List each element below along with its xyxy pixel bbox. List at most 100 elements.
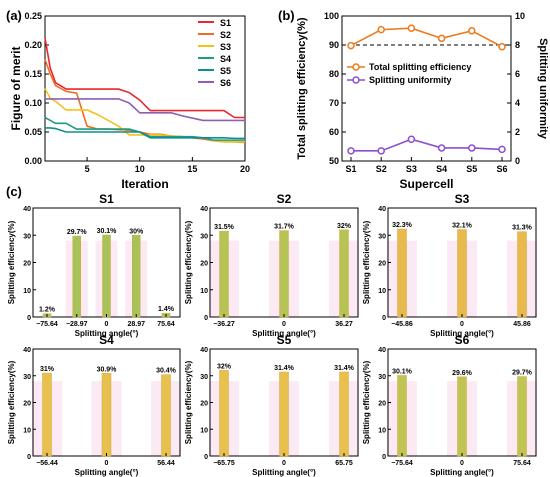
- y2-axis-label: Splitting uniformity: [537, 38, 549, 140]
- y2-tick-label: 2: [515, 127, 520, 137]
- bar-value-label: 31.7%: [274, 224, 295, 231]
- x-tick-label: 10: [135, 164, 145, 174]
- y-tick-label: 40: [200, 347, 208, 354]
- bar-chart-s4: S4 0 10 20 30 40 31% −56.44 30.9% 0 30.4% 56.44 Spli…: [7, 333, 181, 477]
- y-tick-label: 40: [23, 347, 31, 354]
- bar: [101, 373, 112, 457]
- bar-value-label: 32%: [217, 363, 232, 370]
- x-tick-label: −75.64: [391, 460, 413, 467]
- y-tick-label: 60: [329, 127, 339, 137]
- bar-value-label: 29.7%: [67, 229, 88, 236]
- data-point: [437, 144, 446, 152]
- bar: [457, 376, 467, 457]
- bar: [132, 235, 141, 318]
- series-line-s6: [45, 98, 245, 122]
- y-tick-label: 20: [378, 401, 386, 408]
- series-line-total-efficiency: [350, 27, 503, 48]
- x-tick-label: −75.64: [36, 321, 58, 328]
- panel-b-supercell-chart: 50 60 70 80 90 100 0 2 4 6 8 10 S1 S2 S3 S4 S5 S6 Supercel…: [296, 11, 549, 191]
- legend-label-s2: S2: [220, 30, 231, 40]
- y-axis-label: Total splitting efficiency(%): [296, 17, 308, 160]
- bar: [339, 371, 349, 457]
- bar-chart-s1: S1 0 10 20 30 40 1.2% −75.64 29.7% −28.97 30.1% 0 30…: [7, 192, 181, 338]
- y-tick-label: 30: [378, 374, 386, 381]
- x-tick-label: 20: [240, 164, 250, 174]
- x-axis-label: Supercell: [399, 177, 453, 191]
- y-axis-label: Figure of merit: [9, 46, 23, 130]
- x-tick-label: S3: [406, 164, 417, 174]
- y-tick-label: 30: [378, 233, 386, 240]
- y-tick-label: 0: [204, 454, 208, 461]
- y-tick-label: 10: [200, 427, 208, 434]
- y-axis-label: Splitting efficiency(%): [7, 360, 16, 444]
- y-tick-label: 40: [200, 206, 208, 213]
- bar-value-label: 30.4%: [156, 368, 177, 375]
- x-tick-label: 75.64: [513, 460, 531, 467]
- x-tick-label: 28.97: [127, 321, 145, 328]
- x-tick-label: 36.27: [335, 321, 353, 328]
- y-tick-label: 40: [23, 206, 31, 213]
- x-axis-label: Splitting angle(°): [430, 329, 494, 338]
- bar-value-label: 31.4%: [334, 365, 355, 372]
- data-point: [468, 144, 476, 152]
- y-axis-label: Splitting efficiency(%): [362, 360, 371, 444]
- x-axis-label: Splitting angle(°): [75, 329, 139, 338]
- y-tick-label: 10: [23, 427, 31, 434]
- data-point: [377, 147, 385, 155]
- legend-marker: [352, 76, 360, 84]
- y-tick-label: 10: [378, 427, 386, 434]
- x-tick-label: 0: [105, 460, 109, 467]
- y-tick-label: 0.00: [24, 156, 42, 166]
- subplot-title: S6: [455, 333, 470, 347]
- y-tick-label: 40: [378, 347, 386, 354]
- y-tick-label: 0.25: [24, 11, 42, 21]
- x-tick-label: 0: [105, 321, 109, 328]
- bar: [339, 229, 349, 318]
- bar-value-label: 30.1%: [97, 228, 118, 235]
- y-tick-label: 20: [23, 261, 31, 268]
- y-tick-label: 30: [23, 374, 31, 381]
- x-tick-label: −56.44: [36, 460, 58, 467]
- x-tick-label: 56.44: [157, 460, 175, 467]
- y-tick-label: 30: [23, 233, 31, 240]
- x-axis-label: Splitting angle(°): [430, 468, 494, 477]
- bar-chart-s6: S6 0 10 20 30 40 30.1% −75.64 29.6% 0 29.7% 75.64 Sp…: [362, 333, 537, 477]
- bar-value-label: 31%: [40, 366, 55, 373]
- legend-label-s5: S5: [220, 66, 231, 76]
- series-line-s2: [44, 59, 246, 144]
- y-tick-label: 10: [200, 288, 208, 295]
- x-axis-label: Splitting angle(°): [252, 329, 316, 338]
- legend-label-s1: S1: [220, 18, 231, 28]
- x-tick-label: 15: [187, 164, 197, 174]
- x-axis-label: Splitting angle(°): [252, 468, 316, 477]
- y-tick-label: 50: [329, 156, 339, 166]
- y-tick-label: 0: [27, 315, 31, 322]
- y2-tick-label: 0: [515, 156, 520, 166]
- bar-value-label: 29.7%: [512, 370, 533, 377]
- bar-value-label: 1.4%: [158, 306, 175, 313]
- bar: [42, 372, 52, 457]
- bar-value-label: 29.6%: [452, 370, 473, 377]
- legend-label-s6: S6: [220, 78, 231, 88]
- y-tick-label: 20: [378, 261, 386, 268]
- y-axis-label: Splitting efficiency(%): [184, 220, 193, 304]
- bar: [457, 229, 467, 318]
- y-tick-label: 0.10: [24, 98, 42, 108]
- bar: [219, 230, 229, 318]
- data-point: [407, 135, 416, 143]
- y-tick-label: 70: [329, 98, 339, 108]
- bar-value-label: 30%: [129, 228, 144, 235]
- bar: [517, 376, 527, 457]
- y2-tick-label: 6: [515, 69, 520, 79]
- bar: [161, 374, 171, 457]
- y-tick-label: 90: [329, 40, 339, 50]
- y-tick-label: 80: [329, 69, 339, 79]
- bar-value-label: 32.1%: [452, 223, 473, 230]
- data-point: [407, 24, 416, 32]
- y-tick-label: 10: [23, 288, 31, 295]
- series-line-uniformity: [351, 138, 503, 152]
- x-tick-label: S1: [345, 164, 356, 174]
- series-line-s5: [45, 127, 245, 140]
- bar-value-label: 30.9%: [97, 366, 118, 373]
- x-tick-label: 0: [282, 321, 286, 328]
